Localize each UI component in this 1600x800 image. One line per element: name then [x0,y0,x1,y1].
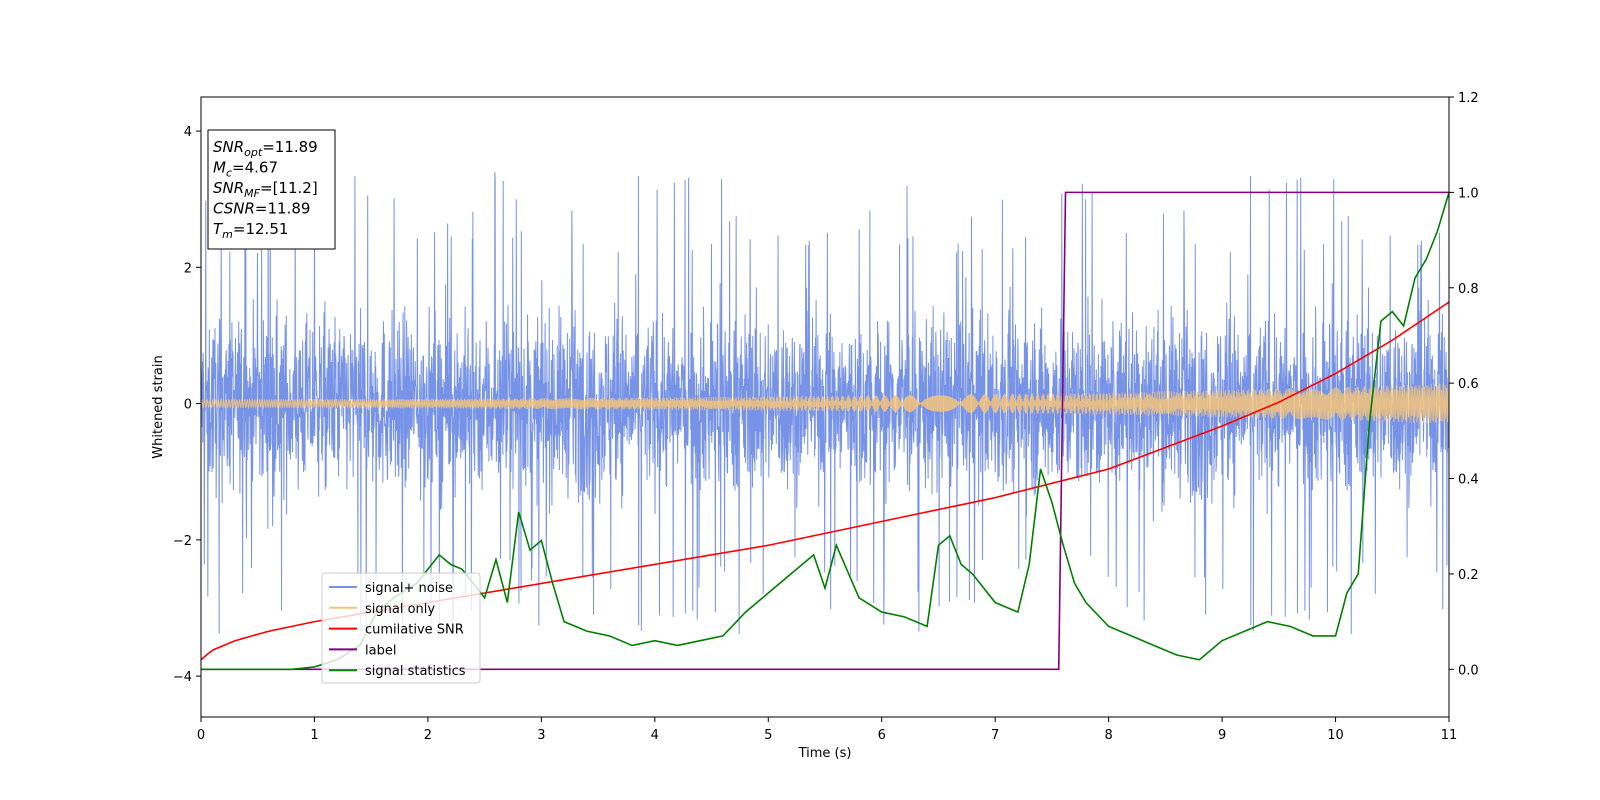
y-right-tick-label: 0.0 [1458,663,1479,678]
x-tick-label: 11 [1441,728,1458,743]
legend-frame [321,572,481,684]
x-tick-label: 0 [197,728,205,743]
y-left-tick-label: 4 [184,125,192,140]
series-signal-statistics [201,192,1449,671]
x-tick-label: 3 [537,728,545,743]
x-tick-label: 7 [991,728,999,743]
legend-label: label [365,643,396,658]
x-axis-label: Time (s) [798,746,852,761]
x-tick-label: 1 [310,728,318,743]
stats-line: SNRMF=[11.2] [213,179,318,200]
stats-line: SNRopt=11.89 [213,138,318,159]
y-left-tick-label: −4 [173,670,192,685]
legend: signal+ noise signal only cumilative SNR la… [321,572,481,684]
x-tick-label: 5 [764,728,772,743]
y-right-tick-label: 1.0 [1458,186,1479,201]
y-left-tick-label: 0 [184,398,192,413]
x-tick-label: 10 [1327,728,1344,743]
x-tick-label: 2 [424,728,432,743]
y-right-tick-label: 0.2 [1458,568,1479,583]
stats-line: CSNR=11.89 [213,200,310,218]
y-left-tick-label: −2 [173,534,192,549]
stats-annotation-box: SNRopt=11.89Mc=4.67SNRMF=[11.2]CSNR=11.8… [207,129,336,250]
legend-label: signal only [365,602,435,617]
x-tick-label: 9 [1218,728,1226,743]
x-tick-label: 4 [651,728,659,743]
y-right-tick-label: 1.2 [1458,91,1479,106]
x-tick-label: 6 [878,728,886,743]
series-signal-only [201,383,1449,424]
legend-label: signal+ noise [365,581,453,596]
legend-label: cumilative SNR [365,623,464,638]
series-label [201,191,1449,671]
legend-label: signal statistics [365,664,466,679]
ticks-layer: 0 1 2 3 4 5 6 7 8 9 10 11 −4 −2 0 2 4 0.0 0.2 0.4 0.6 0.8 1.0 1… [173,91,1479,743]
y-left-tick-label: 2 [184,261,192,276]
y-right-tick-label: 0.8 [1458,282,1479,297]
y-axis-label: Whitened strain [151,355,166,458]
stats-box-frame [207,129,336,250]
y-right-tick-label: 0.4 [1458,473,1479,488]
x-tick-label: 8 [1104,728,1112,743]
stats-line: Tm=12.51 [213,220,288,241]
stats-line: Mc=4.67 [213,159,278,180]
axes-frame [200,96,1450,718]
y-right-tick-label: 0.6 [1458,377,1479,392]
series-signal-noise [201,172,1449,635]
